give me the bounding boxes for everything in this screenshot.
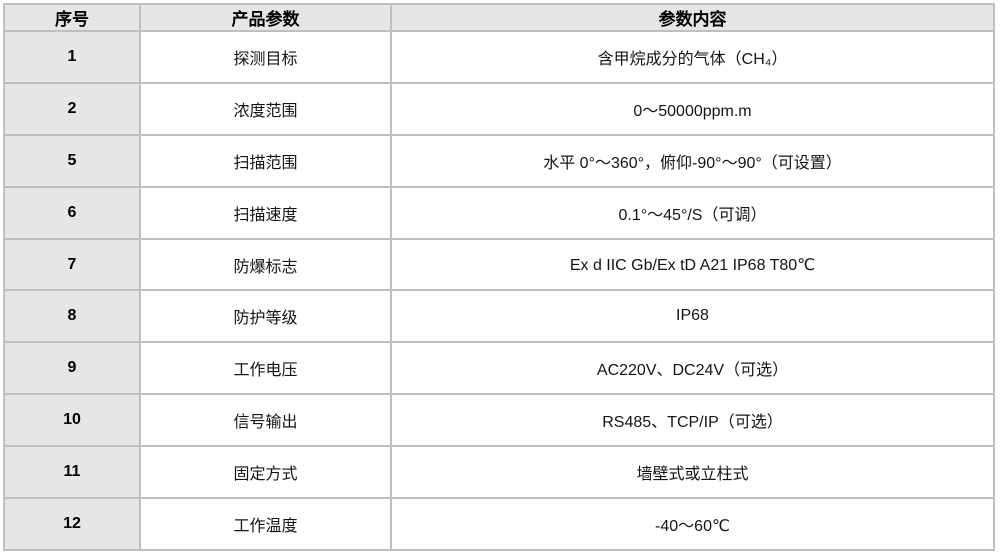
param-name-cell: 探测目标 bbox=[139, 30, 392, 84]
row-index-cell: 6 bbox=[3, 185, 141, 240]
product-spec-table: 序号 产品参数 参数内容 1 探测目标 含甲烷成分的气体（CH₄） 2 浓度范围 0～50… bbox=[3, 3, 995, 551]
page-background: 序号 产品参数 参数内容 1 探测目标 含甲烷成分的气体（CH₄） 2 浓度范围 0～50… bbox=[0, 3, 1000, 559]
param-value-cell: AC220V、DC24V（可选） bbox=[390, 341, 995, 396]
param-name-cell: 工作温度 bbox=[139, 497, 392, 551]
col-header-index: 序号 bbox=[3, 3, 141, 32]
col-header-value: 参数内容 bbox=[390, 3, 995, 32]
param-name-cell: 防爆标志 bbox=[139, 237, 392, 292]
param-value-cell: 0.1°～45°/S（可调） bbox=[390, 185, 995, 240]
table-row: 6 扫描速度 0.1°～45°/S（可调） bbox=[3, 185, 995, 240]
header-row: 序号 产品参数 参数内容 bbox=[3, 3, 995, 32]
row-index-cell: 1 bbox=[3, 30, 141, 84]
row-index-cell: 8 bbox=[3, 289, 141, 344]
row-index-cell: 2 bbox=[3, 81, 141, 136]
param-value-cell: 含甲烷成分的气体（CH₄） bbox=[390, 30, 995, 84]
row-index-cell: 11 bbox=[3, 445, 141, 500]
param-name-cell: 信号输出 bbox=[139, 393, 392, 448]
row-index-cell: 12 bbox=[3, 497, 141, 551]
param-value-cell: 墙壁式或立柱式 bbox=[390, 445, 995, 500]
table-row: 11 固定方式 墙壁式或立柱式 bbox=[3, 445, 995, 500]
param-value-cell: Ex d IIC Gb/Ex tD A21 IP68 T80℃ bbox=[390, 237, 995, 292]
param-value-cell: -40～60℃ bbox=[390, 497, 995, 551]
row-index-cell: 5 bbox=[3, 133, 141, 188]
table-body: 1 探测目标 含甲烷成分的气体（CH₄） 2 浓度范围 0～50000ppm.m 5 扫描范围… bbox=[3, 30, 995, 551]
table-row: 2 浓度范围 0～50000ppm.m bbox=[3, 81, 995, 136]
param-name-cell: 防护等级 bbox=[139, 289, 392, 344]
param-name-cell: 扫描范围 bbox=[139, 133, 392, 188]
table-row: 12 工作温度 -40～60℃ bbox=[3, 497, 995, 551]
param-name-cell: 工作电压 bbox=[139, 341, 392, 396]
param-name-cell: 扫描速度 bbox=[139, 185, 392, 240]
param-value-cell: IP68 bbox=[390, 289, 995, 344]
table-row: 1 探测目标 含甲烷成分的气体（CH₄） bbox=[3, 30, 995, 84]
param-value-cell: 水平 0°～360°，俯仰-90°～90°（可设置） bbox=[390, 133, 995, 188]
param-name-cell: 浓度范围 bbox=[139, 81, 392, 136]
row-index-cell: 7 bbox=[3, 237, 141, 292]
param-value-cell: 0～50000ppm.m bbox=[390, 81, 995, 136]
col-header-param: 产品参数 bbox=[139, 3, 392, 32]
table-row: 8 防护等级 IP68 bbox=[3, 289, 995, 344]
param-value-cell: RS485、TCP/IP（可选） bbox=[390, 393, 995, 448]
param-name-cell: 固定方式 bbox=[139, 445, 392, 500]
table-row: 7 防爆标志 Ex d IIC Gb/Ex tD A21 IP68 T80℃ bbox=[3, 237, 995, 292]
table-row: 10 信号输出 RS485、TCP/IP（可选） bbox=[3, 393, 995, 448]
row-index-cell: 9 bbox=[3, 341, 141, 396]
table-header: 序号 产品参数 参数内容 bbox=[3, 3, 995, 32]
table-row: 5 扫描范围 水平 0°～360°，俯仰-90°～90°（可设置） bbox=[3, 133, 995, 188]
table-row: 9 工作电压 AC220V、DC24V（可选） bbox=[3, 341, 995, 396]
row-index-cell: 10 bbox=[3, 393, 141, 448]
